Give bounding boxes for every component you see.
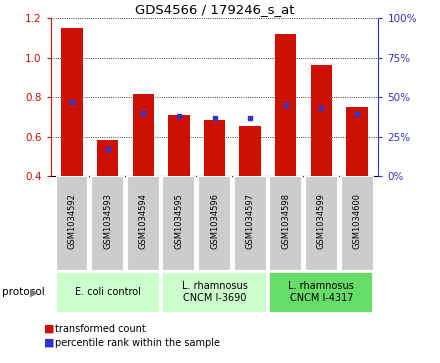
Text: ■: ■ bbox=[44, 338, 55, 348]
Bar bbox=[91, 176, 124, 270]
Bar bbox=[127, 176, 160, 270]
Text: GSM1034596: GSM1034596 bbox=[210, 193, 219, 249]
Text: GSM1034598: GSM1034598 bbox=[281, 193, 290, 249]
Text: GSM1034593: GSM1034593 bbox=[103, 193, 112, 249]
Text: ■: ■ bbox=[44, 323, 55, 334]
Text: GSM1034597: GSM1034597 bbox=[246, 193, 255, 249]
Bar bbox=[132, 94, 154, 176]
Text: GSM1034600: GSM1034600 bbox=[352, 193, 362, 249]
Bar bbox=[162, 272, 267, 313]
Text: GSM1034592: GSM1034592 bbox=[67, 193, 77, 249]
Title: GDS4566 / 179246_s_at: GDS4566 / 179246_s_at bbox=[135, 3, 294, 16]
Text: GSM1034595: GSM1034595 bbox=[174, 193, 183, 249]
Bar bbox=[234, 176, 267, 270]
Text: GSM1034594: GSM1034594 bbox=[139, 193, 148, 249]
Bar bbox=[55, 272, 160, 313]
Bar bbox=[305, 176, 338, 270]
Bar bbox=[239, 126, 261, 176]
Text: E. coli control: E. coli control bbox=[75, 287, 140, 297]
Bar bbox=[311, 65, 332, 176]
Text: L. rhamnosus
CNCM I-3690: L. rhamnosus CNCM I-3690 bbox=[182, 281, 247, 303]
Bar bbox=[97, 139, 118, 176]
Text: transformed count: transformed count bbox=[55, 323, 146, 334]
Bar bbox=[168, 115, 190, 176]
Text: ▶: ▶ bbox=[29, 287, 38, 297]
Text: protocol: protocol bbox=[2, 287, 45, 297]
Text: percentile rank within the sample: percentile rank within the sample bbox=[55, 338, 220, 348]
Bar bbox=[204, 120, 225, 176]
Bar bbox=[162, 176, 195, 270]
Bar bbox=[269, 176, 302, 270]
Bar bbox=[346, 107, 368, 176]
Bar bbox=[275, 34, 297, 176]
Bar bbox=[198, 176, 231, 270]
Bar bbox=[61, 28, 83, 176]
Text: GSM1034599: GSM1034599 bbox=[317, 193, 326, 249]
Text: L. rhamnosus
CNCM I-4317: L. rhamnosus CNCM I-4317 bbox=[289, 281, 354, 303]
Bar bbox=[55, 176, 88, 270]
Bar bbox=[341, 176, 374, 270]
Bar bbox=[269, 272, 374, 313]
